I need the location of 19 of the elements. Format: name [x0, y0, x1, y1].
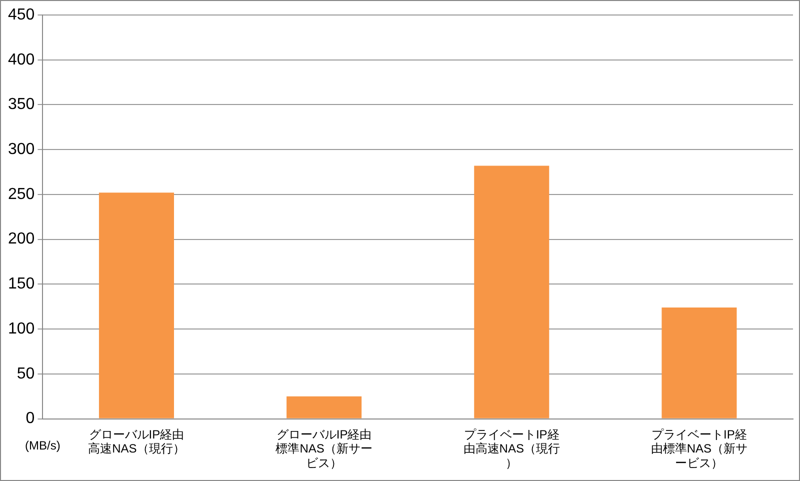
bar [98, 192, 174, 418]
x-tick-label: プライベートIP経由標準NAS（新サービス） [650, 427, 748, 470]
y-tick-label: 200 [8, 230, 35, 248]
y-tick-label: 100 [8, 320, 35, 338]
bar [474, 166, 550, 418]
x-tick-label: プライベートIP経由高速NAS（現行） [463, 427, 560, 470]
y-tick-label: 400 [8, 51, 35, 68]
y-axis-title: (MB/s) [25, 438, 60, 453]
bar [286, 396, 362, 418]
y-tick-label: 0 [26, 410, 35, 428]
y-tick-label: 150 [8, 276, 35, 293]
y-tick-label: 50 [16, 365, 35, 382]
y-tick-label: 250 [8, 186, 35, 203]
y-tick-label: 300 [8, 141, 35, 158]
x-tick-label: グローバルIP経由高速NAS（現行） [88, 427, 185, 456]
bar [662, 308, 737, 418]
y-tick-label: 450 [8, 6, 35, 24]
x-tick-label: グローバルIP経由標準NAS（新サービス） [276, 427, 372, 470]
y-tick-label: 350 [8, 96, 35, 114]
